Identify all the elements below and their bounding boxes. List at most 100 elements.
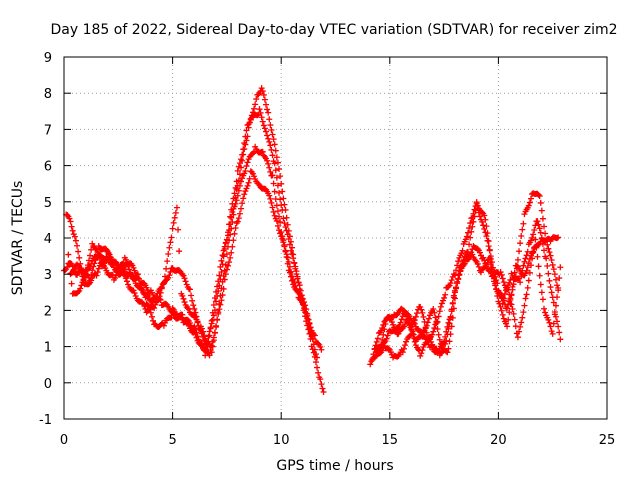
data-point: [167, 239, 174, 246]
data-point: [239, 151, 246, 158]
data-point: [270, 136, 277, 143]
data-point: [206, 332, 213, 339]
data-point: [259, 148, 266, 155]
data-point: [518, 232, 525, 239]
data-point: [213, 298, 220, 305]
data-point: [505, 286, 512, 293]
data-point: [261, 125, 268, 132]
data-point: [446, 320, 453, 327]
data-point: [95, 252, 102, 259]
data-point: [279, 188, 286, 195]
data-point: [307, 330, 314, 337]
data-point: [266, 192, 273, 199]
data-point: [175, 226, 182, 233]
data-point: [292, 282, 299, 289]
data-point: [557, 336, 564, 343]
y-tick-label: 3: [44, 268, 52, 283]
data-point: [550, 299, 557, 306]
data-point: [271, 188, 278, 195]
data-point: [517, 323, 524, 330]
data-point: [219, 292, 226, 299]
data-point: [188, 292, 195, 299]
data-point: [279, 235, 286, 242]
data-point: [434, 318, 441, 325]
data-point: [551, 271, 558, 278]
data-point: [216, 272, 223, 279]
data-point: [554, 318, 561, 325]
data-point: [257, 109, 264, 116]
x-tick-label: 10: [273, 433, 290, 448]
data-point: [382, 321, 389, 328]
data-point: [268, 126, 275, 133]
data-point: [232, 184, 239, 191]
data-point: [276, 227, 283, 234]
data-point: [486, 254, 493, 261]
data-point: [214, 283, 221, 290]
data-point: [254, 112, 261, 119]
data-point: [68, 223, 75, 230]
data-point: [434, 326, 441, 333]
data-point: [222, 271, 229, 278]
data-point: [66, 215, 73, 222]
data-point: [85, 280, 92, 287]
data-point: [547, 284, 554, 291]
data-point: [75, 248, 82, 255]
data-point: [220, 285, 227, 292]
data-point: [403, 338, 410, 345]
data-point: [291, 260, 298, 267]
data-point: [314, 354, 321, 361]
data-point: [387, 349, 394, 356]
data-point: [541, 223, 548, 230]
data-point: [272, 195, 279, 202]
data-point: [482, 216, 489, 223]
data-point: [202, 335, 209, 342]
data-point: [552, 302, 559, 309]
data-point: [295, 289, 302, 296]
data-point: [506, 291, 513, 298]
data-point: [207, 325, 214, 332]
data-point: [457, 268, 464, 275]
data-point: [164, 258, 171, 265]
data-point: [231, 203, 238, 210]
data-point: [507, 296, 514, 303]
data-point: [497, 269, 504, 276]
data-point: [93, 272, 100, 279]
data-point: [440, 297, 447, 304]
data-point: [550, 266, 557, 273]
data-point: [264, 157, 271, 164]
data-point: [548, 328, 555, 335]
data-point: [411, 338, 418, 345]
data-point: [482, 260, 489, 267]
data-point: [181, 275, 188, 282]
data-point: [282, 223, 289, 230]
data-point: [220, 253, 227, 260]
data-point: [289, 250, 296, 257]
data-point: [498, 271, 505, 278]
data-point: [208, 317, 215, 324]
data-point: [315, 369, 322, 376]
data-point: [481, 212, 488, 219]
data-point: [317, 376, 324, 383]
data-point: [388, 319, 395, 326]
data-point: [476, 249, 483, 256]
data-point: [320, 389, 327, 396]
data-point: [218, 257, 225, 264]
data-point: [531, 227, 538, 234]
data-point: [451, 295, 458, 302]
data-point: [509, 306, 516, 313]
data-point: [173, 204, 180, 211]
data-point: [130, 264, 137, 271]
data-point: [432, 314, 439, 321]
data-point: [527, 262, 534, 269]
data-point: [302, 305, 309, 312]
data-point: [169, 225, 176, 232]
series-track-h: [367, 236, 564, 368]
data-point: [536, 225, 543, 232]
data-point: [87, 252, 94, 259]
data-point: [412, 313, 419, 320]
data-point: [377, 344, 384, 351]
data-point: [367, 361, 374, 368]
data-point: [284, 231, 291, 238]
data-point: [148, 313, 155, 320]
data-point: [71, 265, 78, 272]
